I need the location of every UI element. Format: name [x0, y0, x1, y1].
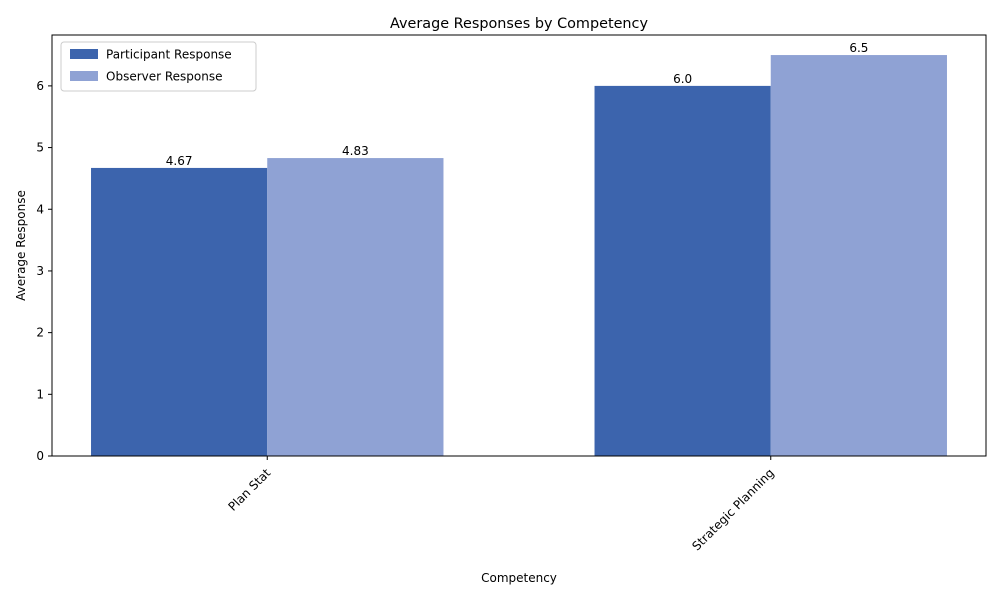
bar-value-label: 6.0 [673, 72, 692, 86]
legend-swatch [70, 49, 98, 59]
bar-value-label: 4.67 [166, 154, 193, 168]
bars-layer [91, 55, 947, 457]
y-tick-label: 4 [36, 202, 44, 216]
bar-participant-1 [594, 85, 771, 456]
bar-observer-1 [770, 55, 947, 457]
x-axis-label: Competency [481, 571, 557, 585]
y-tick-label: 6 [36, 79, 44, 93]
y-axis: 0 1 2 3 4 5 6 [36, 79, 52, 463]
legend: Participant Response Observer Response [60, 41, 257, 92]
bar-observer-0 [267, 158, 444, 457]
legend-entry-label: Observer Response [106, 70, 223, 84]
y-axis-label: Average Response [14, 190, 28, 301]
y-tick-label: 5 [36, 141, 44, 155]
legend-box [60, 41, 257, 92]
plot-frame [51, 34, 987, 457]
legend-entry-label: Participant Response [106, 48, 232, 62]
bar-participant-0 [91, 167, 268, 456]
x-tick-label: Plan Stat [225, 466, 273, 514]
x-tick-label: Strategic Planning [689, 466, 777, 554]
legend-swatch [70, 71, 98, 81]
y-tick-label: 1 [36, 387, 44, 401]
bar-value-label: 6.5 [849, 41, 868, 55]
y-tick-label: 3 [36, 264, 44, 278]
chart-title: Average Responses by Competency [390, 16, 648, 32]
bar-labels-layer: 4.67 6.0 4.83 6.5 [166, 41, 869, 168]
x-axis: Plan Stat Strategic Planning [225, 456, 777, 554]
bar-value-label: 4.83 [342, 144, 369, 158]
y-tick-label: 0 [36, 449, 44, 463]
y-tick-label: 2 [36, 326, 44, 340]
